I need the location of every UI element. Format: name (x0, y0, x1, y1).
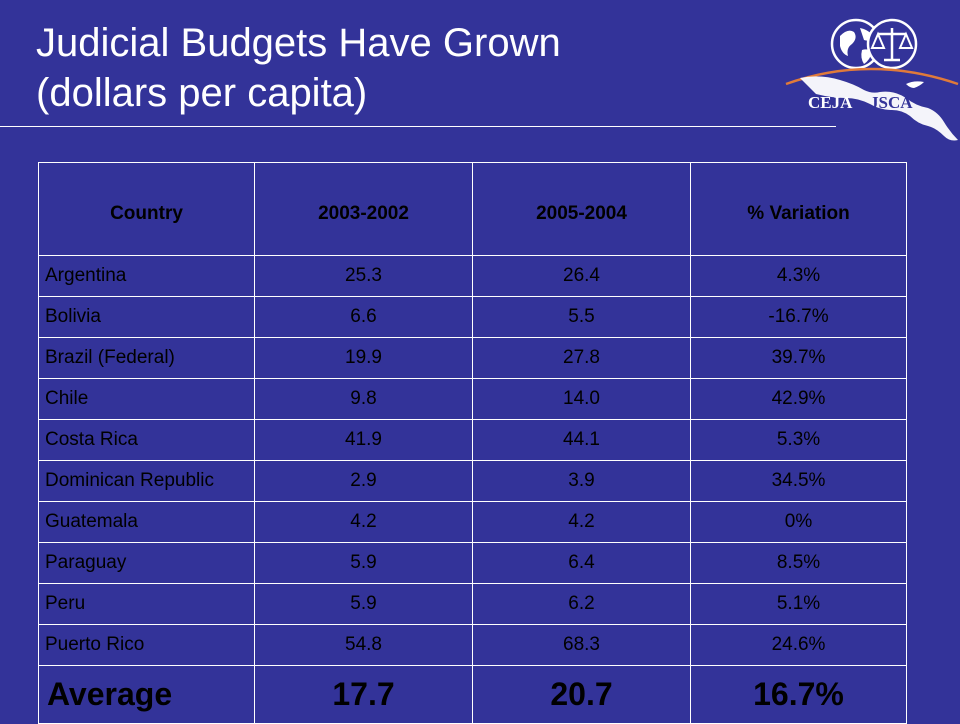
variation-cell: 42.9% (690, 378, 907, 420)
value-2003-2002: 54.8 (254, 624, 473, 666)
value-2003-2002: 25.3 (254, 255, 473, 297)
header-country: Country (38, 162, 255, 256)
country-cell: Guatemala (38, 501, 255, 543)
value-2005-2004: 14.0 (472, 378, 691, 420)
country-cell: Chile (38, 378, 255, 420)
variation-cell: 34.5% (690, 460, 907, 502)
value-2003-2002: 6.6 (254, 296, 473, 338)
value-2005-2004: 68.3 (472, 624, 691, 666)
title-divider (0, 126, 836, 127)
logo-left-text: CEJA (808, 93, 853, 112)
header-2003-2002: 2003-2002 (254, 162, 473, 256)
value-2003-2002: 9.8 (254, 378, 473, 420)
value-2005-2004: 6.4 (472, 542, 691, 584)
table-row: Dominican Republic 2.9 3.9 34.5% (38, 460, 907, 502)
country-cell: Costa Rica (38, 419, 255, 461)
average-2005-2004: 20.7 (472, 665, 691, 724)
logo-right-text: JSCA (870, 93, 913, 112)
ceja-jsca-logo: CEJA JSCA (780, 14, 960, 154)
value-2003-2002: 5.9 (254, 583, 473, 625)
country-cell: Brazil (Federal) (38, 337, 255, 379)
country-cell: Bolivia (38, 296, 255, 338)
table-row: Brazil (Federal) 19.9 27.8 39.7% (38, 337, 907, 379)
table-row: Bolivia 6.6 5.5 -16.7% (38, 296, 907, 338)
value-2003-2002: 4.2 (254, 501, 473, 543)
variation-cell: 24.6% (690, 624, 907, 666)
country-cell: Paraguay (38, 542, 255, 584)
value-2005-2004: 26.4 (472, 255, 691, 297)
budget-table: Country 2003-2002 2005-2004 % Variation … (38, 162, 907, 724)
value-2003-2002: 19.9 (254, 337, 473, 379)
country-cell: Peru (38, 583, 255, 625)
variation-cell: -16.7% (690, 296, 907, 338)
variation-cell: 5.1% (690, 583, 907, 625)
table-row: Chile 9.8 14.0 42.9% (38, 378, 907, 420)
value-2005-2004: 5.5 (472, 296, 691, 338)
table-row: Costa Rica 41.9 44.1 5.3% (38, 419, 907, 461)
table-header-row: Country 2003-2002 2005-2004 % Variation (38, 162, 907, 256)
globe-and-scales-icon: CEJA JSCA (785, 18, 959, 141)
variation-cell: 0% (690, 501, 907, 543)
value-2003-2002: 41.9 (254, 419, 473, 461)
table-row: Peru 5.9 6.2 5.1% (38, 583, 907, 625)
value-2005-2004: 44.1 (472, 419, 691, 461)
average-row: Average 17.7 20.7 16.7% (38, 665, 907, 724)
country-cell: Dominican Republic (38, 460, 255, 502)
average-2003-2002: 17.7 (254, 665, 473, 724)
value-2005-2004: 6.2 (472, 583, 691, 625)
variation-cell: 39.7% (690, 337, 907, 379)
table-row: Paraguay 5.9 6.4 8.5% (38, 542, 907, 584)
slide-title: Judicial Budgets Have Grown (dollars per… (36, 18, 561, 118)
average-label: Average (38, 665, 255, 724)
country-cell: Puerto Rico (38, 624, 255, 666)
value-2003-2002: 2.9 (254, 460, 473, 502)
table-row: Puerto Rico 54.8 68.3 24.6% (38, 624, 907, 666)
title-line-1: Judicial Budgets Have Grown (36, 21, 561, 65)
header-2005-2004: 2005-2004 (472, 162, 691, 256)
variation-cell: 8.5% (690, 542, 907, 584)
value-2005-2004: 4.2 (472, 501, 691, 543)
table-row: Argentina 25.3 26.4 4.3% (38, 255, 907, 297)
header-variation: % Variation (690, 162, 907, 256)
value-2003-2002: 5.9 (254, 542, 473, 584)
variation-cell: 4.3% (690, 255, 907, 297)
country-cell: Argentina (38, 255, 255, 297)
variation-cell: 5.3% (690, 419, 907, 461)
value-2005-2004: 3.9 (472, 460, 691, 502)
value-2005-2004: 27.8 (472, 337, 691, 379)
average-variation: 16.7% (690, 665, 907, 724)
title-line-2: (dollars per capita) (36, 71, 368, 115)
table-row: Guatemala 4.2 4.2 0% (38, 501, 907, 543)
